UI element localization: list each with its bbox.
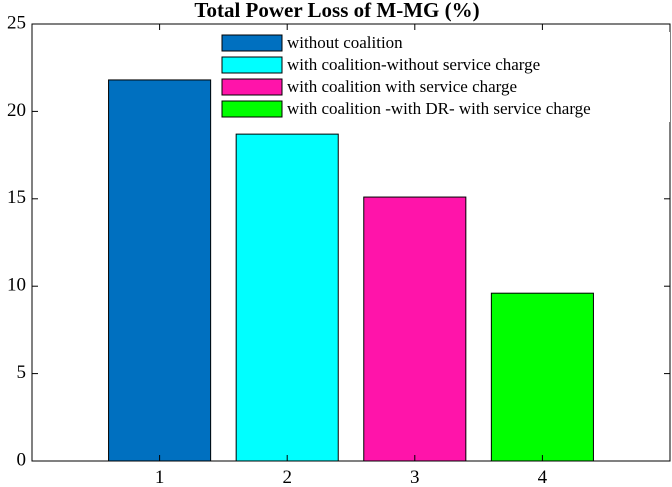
bar-2: [235, 133, 339, 462]
x-tick-label: 1: [155, 467, 165, 487]
y-tick-label: 10: [7, 275, 26, 296]
y-tick-label: 15: [7, 187, 26, 208]
bar-1: [108, 79, 212, 462]
x-tick-label: 4: [538, 467, 548, 487]
y-tick-label: 25: [7, 12, 26, 33]
legend: without coalition with coalition-without …: [219, 32, 670, 122]
legend-label: with coalition-without service charge: [287, 55, 540, 74]
bar-4: [490, 292, 594, 462]
legend-label: without coalition: [287, 33, 403, 52]
bar-3: [363, 196, 467, 462]
y-tick-label: 0: [17, 449, 27, 470]
legend-label: with coalition with service charge: [287, 77, 517, 96]
bars-group: [108, 79, 594, 462]
legend-swatch: [221, 100, 283, 118]
legend-swatch: [221, 56, 283, 74]
chart-title: Total Power Loss of M-MG (%): [194, 0, 479, 22]
x-axis: 1 2 3 4: [155, 24, 548, 487]
legend-label: with coalition -with DR- with service ch…: [287, 99, 591, 118]
y-axis: 0 5 10 15 20 25: [7, 12, 670, 470]
legend-box: [219, 32, 670, 122]
y-tick-label: 20: [7, 100, 26, 121]
y-tick-label: 5: [17, 362, 27, 383]
x-tick-label: 3: [410, 467, 420, 487]
legend-swatch: [221, 34, 283, 52]
legend-swatch: [221, 78, 283, 96]
x-tick-label: 2: [282, 467, 292, 487]
